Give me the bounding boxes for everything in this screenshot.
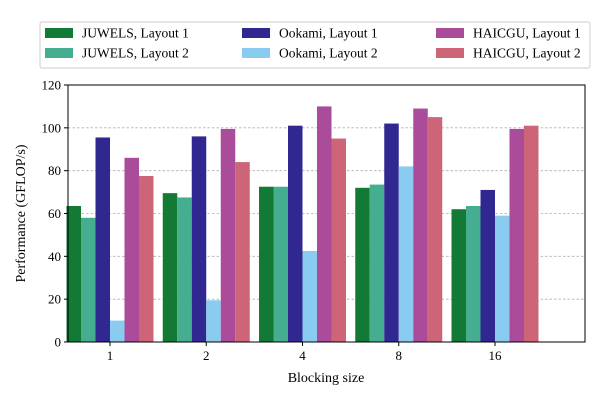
legend-swatch bbox=[45, 48, 73, 58]
x-tick-label: 2 bbox=[203, 348, 210, 363]
bar bbox=[81, 217, 96, 342]
bar bbox=[259, 186, 274, 342]
bar bbox=[355, 187, 370, 342]
legend-swatch bbox=[436, 48, 464, 58]
legend-swatch bbox=[436, 28, 464, 38]
y-axis-title: Performance (GFLOP/s) bbox=[14, 144, 29, 282]
bar bbox=[495, 215, 510, 342]
bar bbox=[191, 136, 207, 342]
bar bbox=[480, 189, 495, 342]
bar bbox=[177, 197, 192, 342]
legend-label: HAICGU, Layout 1 bbox=[473, 26, 581, 41]
legend-label: Ookami, Layout 2 bbox=[279, 46, 378, 61]
legend-label: JUWELS, Layout 2 bbox=[82, 46, 189, 61]
bar bbox=[451, 209, 466, 342]
y-tick-label: 40 bbox=[48, 249, 61, 264]
y-tick-label: 20 bbox=[48, 292, 61, 307]
legend-swatch bbox=[45, 28, 73, 38]
y-tick-label: 80 bbox=[48, 163, 61, 178]
x-tick-label: 16 bbox=[489, 348, 503, 363]
y-tick-label: 100 bbox=[42, 120, 62, 135]
bar bbox=[413, 108, 428, 342]
bar bbox=[288, 125, 303, 342]
bar bbox=[331, 138, 346, 342]
bar bbox=[302, 250, 317, 342]
bar bbox=[66, 206, 81, 342]
bar bbox=[369, 184, 385, 342]
x-axis-title: Blocking size bbox=[288, 371, 365, 386]
bar bbox=[317, 106, 332, 343]
bar bbox=[398, 166, 414, 342]
bars bbox=[66, 106, 539, 343]
y-tick-label: 60 bbox=[48, 206, 61, 221]
bar bbox=[524, 125, 539, 342]
bar bbox=[509, 128, 524, 342]
x-tick-label: 1 bbox=[107, 348, 114, 363]
y-tick-label: 120 bbox=[42, 78, 62, 93]
x-tick-label: 4 bbox=[299, 348, 306, 363]
x-tick-label: 8 bbox=[396, 348, 403, 363]
bar bbox=[384, 123, 399, 342]
legend: JUWELS, Layout 1 JUWELS, Layout 2 Ookami, … bbox=[39, 21, 591, 69]
legend-label: HAICGU, Layout 2 bbox=[473, 46, 581, 61]
y-tick-label: 0 bbox=[55, 335, 62, 350]
bar bbox=[273, 186, 288, 342]
bar bbox=[220, 128, 236, 342]
legend-swatch bbox=[242, 48, 270, 58]
bar bbox=[95, 137, 110, 342]
legend-label: JUWELS, Layout 1 bbox=[82, 26, 189, 41]
bar bbox=[235, 162, 250, 342]
bar bbox=[124, 157, 139, 342]
legend-label: Ookami, Layout 1 bbox=[279, 26, 378, 41]
bar bbox=[466, 206, 481, 342]
bar bbox=[427, 117, 443, 342]
y-axis: 0 20 40 60 80 100 120 bbox=[42, 78, 68, 350]
legend-swatch bbox=[242, 28, 270, 38]
bar bbox=[162, 193, 178, 342]
bar bbox=[206, 300, 221, 342]
bar bbox=[110, 320, 125, 342]
bar bbox=[139, 176, 154, 342]
x-axis: 1 2 4 8 16 bbox=[107, 342, 502, 363]
